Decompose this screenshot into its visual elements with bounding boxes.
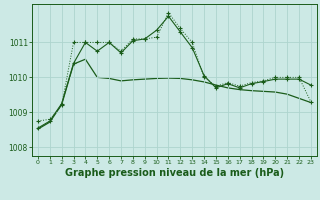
- X-axis label: Graphe pression niveau de la mer (hPa): Graphe pression niveau de la mer (hPa): [65, 168, 284, 178]
